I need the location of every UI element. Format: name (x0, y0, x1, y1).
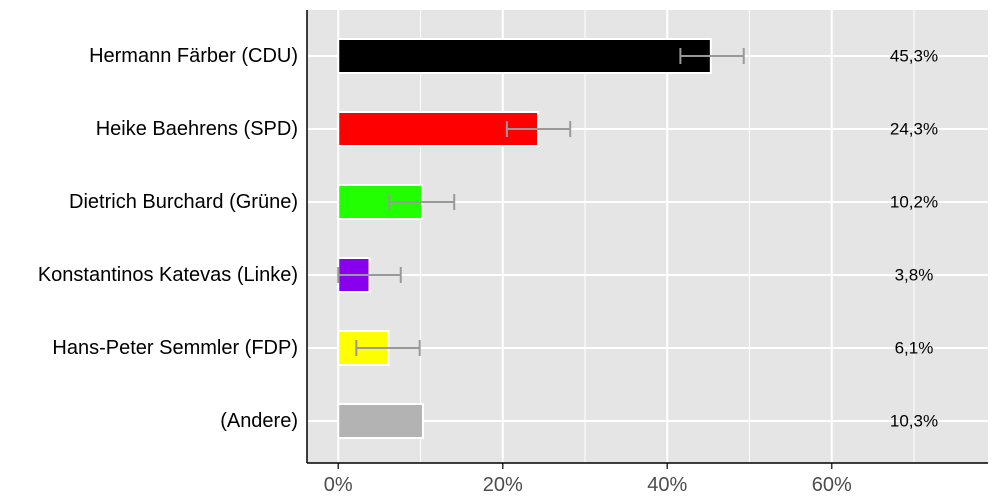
data-label: 45,3% (890, 47, 938, 66)
error-bar (337, 267, 402, 283)
data-label: 10,3% (890, 412, 938, 431)
category-labels: Hermann Färber (CDU) Heike Baehrens (SPD)… (38, 45, 298, 432)
data-label: 10,2% (890, 193, 938, 212)
category-label: Konstantinos Katevas (Linke) (38, 264, 298, 286)
value-labels: 45,3% 24,3% 10,2% 3,8% 6,1% 10,3% (890, 47, 938, 431)
category-label: Hans-Peter Semmler (FDP) (52, 337, 298, 359)
x-tick-label: 60% (812, 474, 852, 496)
data-label: 6,1% (895, 339, 934, 358)
x-tick-label: 40% (647, 474, 687, 496)
category-label: (Andere) (220, 410, 298, 432)
error-bars (337, 48, 745, 356)
error-bar (388, 194, 456, 210)
error-bar (355, 340, 421, 356)
x-axis-ticks: 0% 20% 40% 60% (324, 463, 852, 496)
data-label: 24,3% (890, 120, 938, 139)
x-tick-label: 0% (324, 474, 353, 496)
category-label: Hermann Färber (CDU) (89, 45, 298, 67)
error-bar (679, 48, 745, 64)
bar (337, 403, 424, 439)
error-bar (505, 121, 572, 137)
plot-background (307, 10, 988, 463)
bar (337, 38, 712, 74)
category-label: Heike Baehrens (SPD) (96, 118, 298, 140)
data-label: 3,8% (895, 266, 934, 285)
x-tick-label: 20% (483, 474, 523, 496)
category-label: Dietrich Burchard (Grüne) (69, 191, 298, 213)
